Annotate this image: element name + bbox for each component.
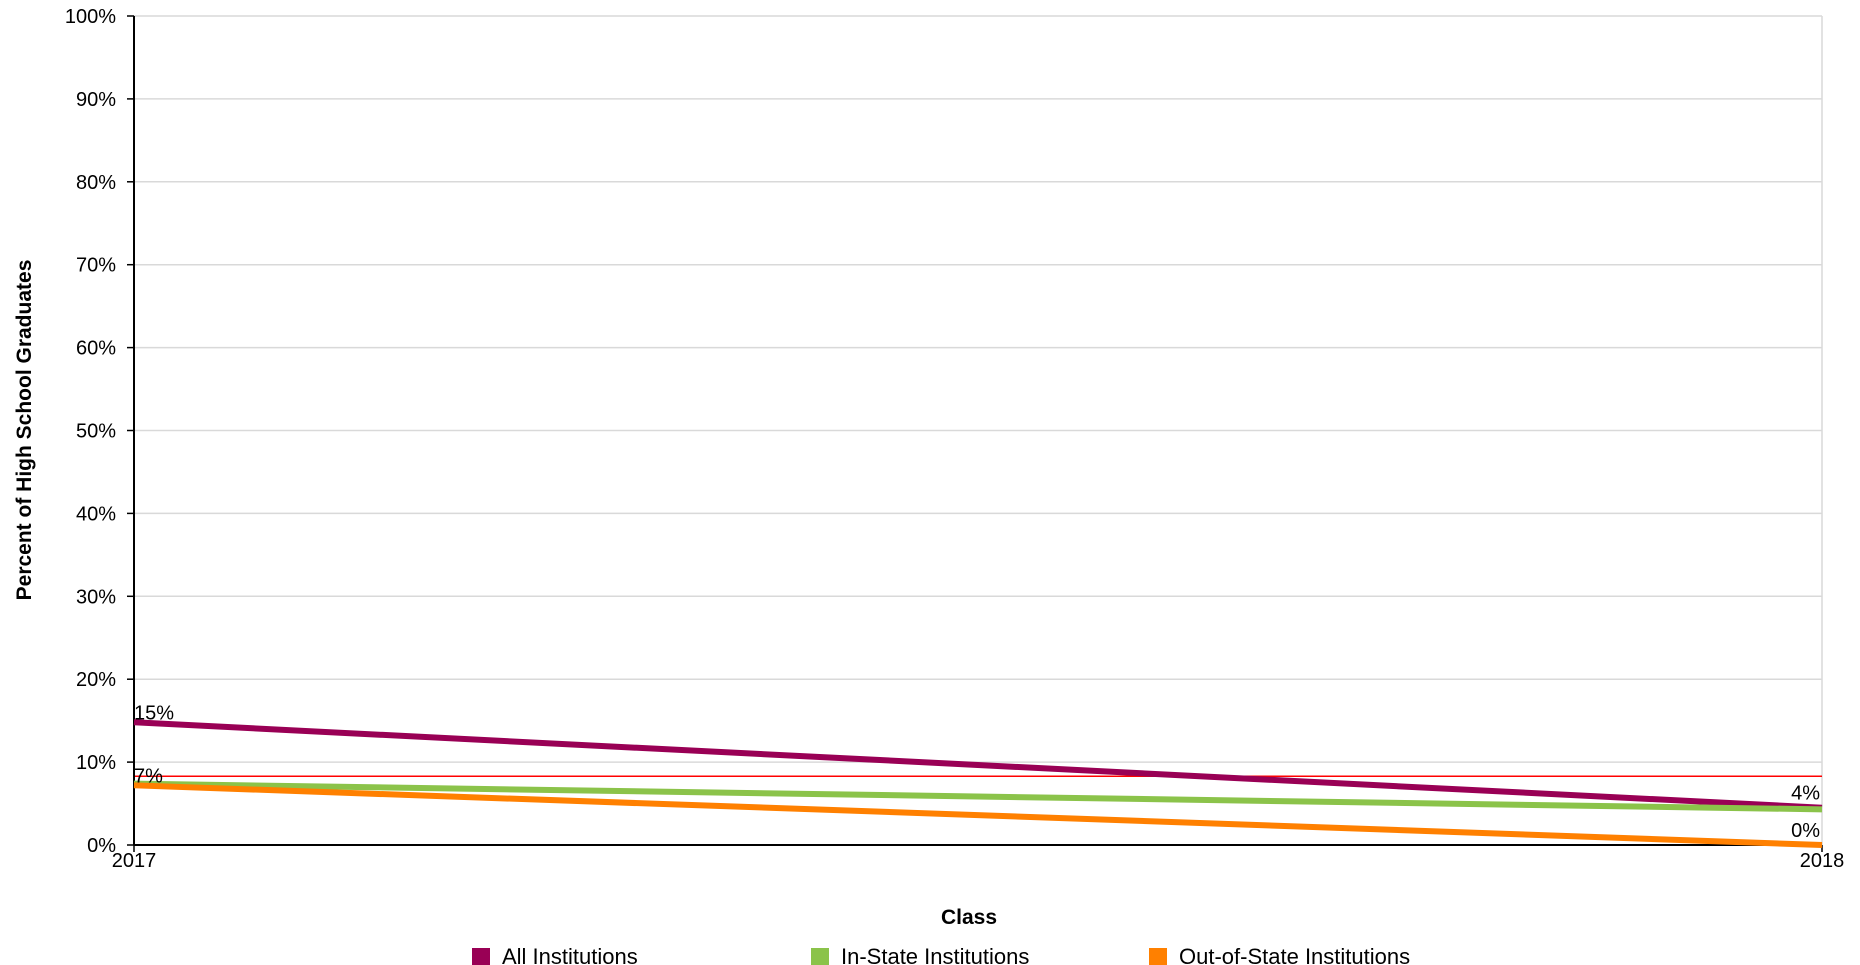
- y-tick-label: 40%: [76, 503, 116, 525]
- legend-label: All Institutions: [502, 944, 638, 965]
- y-tick-label: 30%: [76, 586, 116, 608]
- y-tick-label: 70%: [76, 255, 116, 277]
- legend-label: Out-of-State Institutions: [1179, 944, 1410, 965]
- axes: [133, 16, 1822, 846]
- legend-label: In-State Institutions: [841, 944, 1029, 965]
- y-axis-title: Percent of High School Graduates: [13, 260, 36, 601]
- legend-swatch: [1149, 948, 1167, 965]
- series-line-1: [133, 780, 1823, 813]
- y-tick-label: 80%: [76, 172, 116, 194]
- x-axis-title: Class: [941, 906, 997, 929]
- gridlines: [127, 15, 1823, 846]
- y-tick-label: 60%: [76, 338, 116, 360]
- y-tick-label: 90%: [76, 89, 116, 111]
- y-tick-labels: 0% 10% 20% 30% 40% 50% 60% 70% 80% 90% 100%: [65, 6, 116, 857]
- y-tick-label: 100%: [65, 6, 116, 28]
- y-tick-label: 50%: [76, 421, 116, 443]
- series-line-0: [133, 719, 1823, 811]
- y-tick-label: 10%: [76, 752, 116, 774]
- legend-swatch: [472, 948, 490, 965]
- series-line-2: [133, 782, 1823, 848]
- data-label: 4%: [1791, 783, 1820, 805]
- legend-swatch: [811, 948, 829, 965]
- x-tick-label: 2017: [112, 850, 157, 872]
- legend: All Institutions In-State Institutions Out…: [472, 944, 1410, 965]
- data-label: 15%: [134, 702, 174, 724]
- x-tick-labels: 2017 2018: [112, 845, 1845, 872]
- data-label: 7%: [134, 765, 163, 787]
- data-labels: 15% 4% 7% 0%: [134, 702, 1820, 842]
- y-tick-label: 20%: [76, 669, 116, 691]
- data-label: 0%: [1791, 820, 1820, 842]
- y-tick-label: 0%: [87, 835, 116, 857]
- x-tick-label: 2018: [1800, 850, 1845, 872]
- series-lines: [133, 719, 1823, 848]
